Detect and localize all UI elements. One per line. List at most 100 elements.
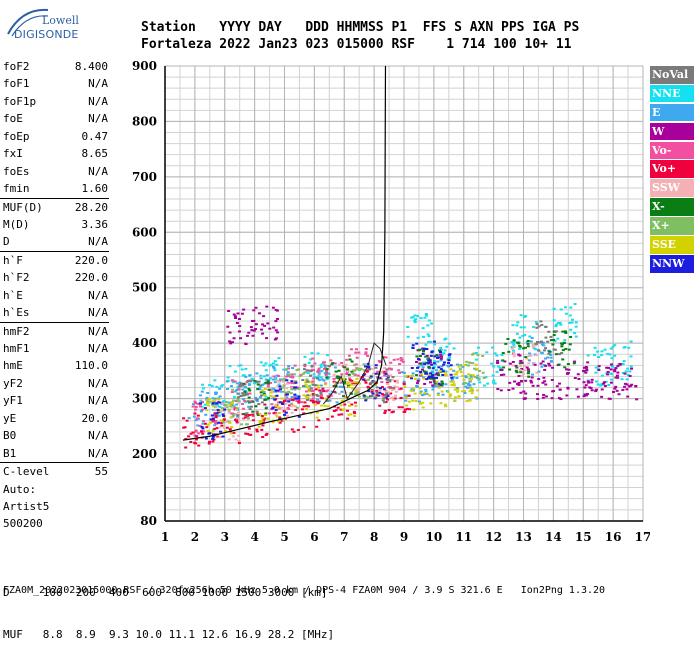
data-point-sse xyxy=(403,385,407,388)
data-point-x xyxy=(482,376,486,379)
data-point-w xyxy=(276,331,280,334)
data-point-x xyxy=(343,366,347,369)
data-point-noval xyxy=(391,375,395,378)
data-point-nne xyxy=(569,328,573,331)
data-point-w xyxy=(543,368,547,371)
param-separator xyxy=(0,462,109,464)
data-point-x xyxy=(350,370,354,373)
data-point-vo xyxy=(234,406,238,409)
data-point-sse xyxy=(409,375,413,378)
data-point-nnw xyxy=(216,408,220,411)
data-point-x xyxy=(549,339,553,342)
data-point-x xyxy=(366,396,370,399)
data-point-ssw xyxy=(378,389,382,392)
data-point-vo xyxy=(309,399,313,402)
data-point-vo xyxy=(397,406,401,409)
data-point-nnw xyxy=(442,361,446,364)
data-point-nne xyxy=(413,321,417,324)
data-point-nne xyxy=(425,314,429,317)
data-point-sse xyxy=(421,401,425,404)
data-point-nnw xyxy=(430,351,434,354)
data-point-w xyxy=(258,312,262,315)
data-point-noval xyxy=(255,381,259,384)
data-point-nne xyxy=(596,383,600,386)
data-point-x xyxy=(476,354,480,357)
data-point-vo xyxy=(326,389,330,392)
data-point-e xyxy=(422,376,426,379)
data-point-w xyxy=(626,395,630,398)
data-point-x xyxy=(469,374,473,377)
data-point-nne xyxy=(493,382,497,385)
data-point-x xyxy=(303,371,307,374)
data-point-ssw xyxy=(290,411,294,414)
data-point-w xyxy=(508,381,512,384)
data-point-nne xyxy=(226,376,230,379)
data-point-nne xyxy=(442,352,446,355)
param-separator xyxy=(0,321,109,323)
data-point-x xyxy=(501,359,505,362)
data-point-nne xyxy=(429,340,433,343)
data-point-vo xyxy=(265,432,269,435)
param-row: fmin 1.60 xyxy=(0,180,112,197)
data-point-w xyxy=(228,340,232,343)
data-point-nne xyxy=(216,403,220,406)
data-point-nne xyxy=(512,349,516,352)
data-point-sse xyxy=(457,365,461,368)
data-point-nne xyxy=(432,365,436,368)
data-point-nne xyxy=(310,352,314,355)
data-point-w xyxy=(518,354,522,357)
data-point-nnw xyxy=(410,377,414,380)
data-point-vo xyxy=(384,400,388,403)
param-value: N/A xyxy=(88,446,108,460)
data-point-e xyxy=(248,383,252,386)
extra-line-artist: Artist5 xyxy=(3,500,50,513)
data-point-w xyxy=(439,357,443,360)
data-point-ssw xyxy=(352,384,356,387)
data-point-vo xyxy=(319,396,323,399)
data-point-vo xyxy=(195,417,199,420)
data-point-vo xyxy=(241,413,245,416)
data-point-e xyxy=(194,419,198,422)
data-point-nne xyxy=(413,314,417,317)
header-keys: Station YYYY DAY DDD HHMMSS P1 FFS S AXN… xyxy=(141,20,580,35)
data-point-nne xyxy=(600,374,604,377)
y-tick-label: 400 xyxy=(132,336,157,350)
data-point-nnw xyxy=(382,388,386,391)
legend-item-sse: SSE xyxy=(650,236,694,254)
data-point-sse xyxy=(422,377,426,380)
data-point-vo xyxy=(400,358,404,361)
data-point-vo xyxy=(398,363,402,366)
data-point-sse xyxy=(280,397,284,400)
data-point-sse xyxy=(462,378,466,381)
data-point-x xyxy=(331,362,335,365)
data-point-nne xyxy=(620,378,624,381)
data-point-w xyxy=(272,326,276,329)
data-point-nne xyxy=(414,318,418,321)
param-row: hmF2 N/A xyxy=(0,323,112,340)
data-point-e xyxy=(225,388,229,391)
data-point-nne xyxy=(524,315,528,318)
data-point-sse xyxy=(339,404,343,407)
data-point-w xyxy=(274,329,278,332)
data-point-w xyxy=(240,312,244,315)
data-point-w xyxy=(623,382,627,385)
data-point-e xyxy=(200,390,204,393)
data-point-nne xyxy=(603,348,607,351)
data-point-vo xyxy=(319,394,323,397)
data-point-w xyxy=(432,380,436,383)
data-point-nne xyxy=(485,351,489,354)
data-point-x xyxy=(356,367,360,370)
data-point-w xyxy=(227,310,231,313)
data-point-x xyxy=(257,383,261,386)
data-point-x xyxy=(236,398,240,401)
data-point-nne xyxy=(510,340,514,343)
data-point-vo xyxy=(291,398,295,401)
data-point-nne xyxy=(629,340,633,343)
data-point-nne xyxy=(570,318,574,321)
data-point-w xyxy=(585,369,589,372)
data-point-nnw xyxy=(425,348,429,351)
data-point-vo xyxy=(197,432,201,435)
data-point-nnw xyxy=(211,438,215,441)
param-row: hmE 110.0 xyxy=(0,357,112,374)
data-point-e xyxy=(213,404,217,407)
